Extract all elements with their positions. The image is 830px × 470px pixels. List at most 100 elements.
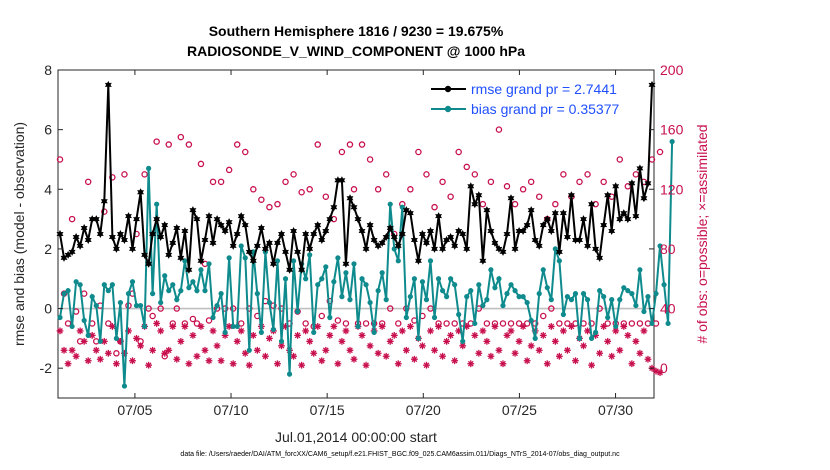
assimilated-obs-marker xyxy=(547,323,555,330)
rmse-point xyxy=(535,241,543,250)
legend-bias-label: bias grand pr = 0.35377 xyxy=(471,101,619,117)
asterisk-stroke xyxy=(69,347,75,354)
possible-obs-marker xyxy=(584,171,591,178)
possible-obs-marker xyxy=(209,178,217,186)
bias-point xyxy=(560,311,566,318)
possible-obs-marker xyxy=(386,305,394,312)
bias-point xyxy=(105,288,111,294)
rmse-point xyxy=(511,244,519,253)
possible-obs-marker xyxy=(121,171,128,178)
asterisk-stroke xyxy=(290,353,297,360)
legend-bias-marker xyxy=(444,105,452,113)
assimilated-obs-marker xyxy=(290,352,297,360)
possible-obs-marker xyxy=(515,320,523,327)
bias-point xyxy=(331,279,337,285)
possible-obs-marker xyxy=(109,174,116,181)
rmse-point xyxy=(559,209,567,218)
asterisk-stroke xyxy=(181,323,188,330)
asterisk-stroke xyxy=(395,360,402,367)
rmse-point xyxy=(628,179,636,188)
rmse-point xyxy=(257,224,265,232)
bias-point xyxy=(218,291,224,297)
possible-obs-marker xyxy=(306,186,313,193)
rmse-point xyxy=(519,227,527,235)
assimilated-obs-marker xyxy=(229,360,237,368)
assimilated-obs-marker xyxy=(596,349,604,357)
possible-obs-marker xyxy=(656,148,664,156)
rmse-point xyxy=(298,265,306,274)
asterisk-stroke xyxy=(504,332,510,339)
rmse-point xyxy=(306,244,314,253)
asterisk-stroke xyxy=(314,323,321,330)
rmse-point xyxy=(314,221,322,230)
assimilated-obs-marker xyxy=(507,327,515,335)
asterisk-stroke xyxy=(520,323,526,330)
bias-point xyxy=(307,252,313,258)
possible-obs-marker xyxy=(334,317,342,324)
asterisk-stroke xyxy=(294,332,301,339)
rmse-point xyxy=(173,224,181,232)
asterisk-stroke xyxy=(653,368,659,375)
asterisk-stroke xyxy=(250,332,257,339)
asterisk-stroke xyxy=(129,357,136,364)
assimilated-obs-marker xyxy=(197,323,205,330)
assimilated-obs-marker xyxy=(64,360,72,368)
asterisk-stroke xyxy=(544,360,551,367)
possible-obs-marker xyxy=(68,215,76,223)
bias-point xyxy=(133,302,140,309)
assimilated-obs-marker xyxy=(491,323,499,330)
assimilated-obs-marker xyxy=(427,327,434,335)
bias-point xyxy=(101,282,107,288)
assimilated-obs-marker xyxy=(169,323,177,330)
rmse-point xyxy=(294,247,302,256)
asterisk-stroke xyxy=(411,356,418,363)
bias-point xyxy=(113,335,119,341)
assimilated-obs-marker xyxy=(584,327,591,335)
legend-rmse-label: rmse grand pr = 2.7441 xyxy=(471,81,617,97)
assimilated-obs-marker xyxy=(519,323,527,330)
assimilated-obs-marker xyxy=(274,360,281,368)
bias-point xyxy=(407,294,413,300)
asterisk-stroke xyxy=(57,328,63,334)
rmse-point xyxy=(350,203,358,212)
asterisk-stroke xyxy=(572,357,579,364)
possible-obs-marker xyxy=(346,141,354,148)
assimilated-obs-marker xyxy=(165,346,173,354)
assimilated-obs-marker xyxy=(402,346,410,354)
rmse-point xyxy=(64,250,72,259)
bias-point xyxy=(141,323,148,330)
bias-point xyxy=(484,297,490,303)
x-tick-label: 07/20 xyxy=(406,402,441,418)
asterisk-stroke xyxy=(608,353,615,360)
asterisk-stroke xyxy=(157,328,164,334)
asterisk-stroke xyxy=(186,360,192,367)
assimilated-obs-marker xyxy=(374,349,382,357)
assimilated-obs-marker xyxy=(471,331,479,339)
asterisk-stroke xyxy=(234,338,241,345)
rmse-point xyxy=(229,241,237,250)
possible-obs-marker xyxy=(350,186,358,193)
bias-point xyxy=(532,335,538,341)
asterisk-stroke xyxy=(161,350,168,357)
possible-obs-marker xyxy=(552,200,559,208)
asterisk-stroke xyxy=(77,328,84,334)
assimilated-obs-marker xyxy=(636,349,644,357)
assimilated-obs-marker xyxy=(499,360,507,368)
asterisk-stroke xyxy=(419,342,426,349)
possible-obs-marker xyxy=(443,320,450,327)
rmse-point xyxy=(507,194,515,203)
asterisk-stroke xyxy=(399,328,406,334)
assimilated-obs-marker xyxy=(435,323,442,330)
bias-point xyxy=(270,326,277,333)
bias-point xyxy=(121,383,128,389)
bias-point xyxy=(528,317,534,324)
bias-point xyxy=(238,243,244,249)
bias-point xyxy=(431,314,438,321)
bias-point xyxy=(198,267,204,273)
bias-point xyxy=(85,332,91,338)
assimilated-obs-marker xyxy=(588,361,595,369)
rmse-point xyxy=(612,182,620,191)
bias-point xyxy=(444,294,450,300)
asterisk-stroke xyxy=(427,328,434,334)
assimilated-obs-marker xyxy=(572,357,579,365)
